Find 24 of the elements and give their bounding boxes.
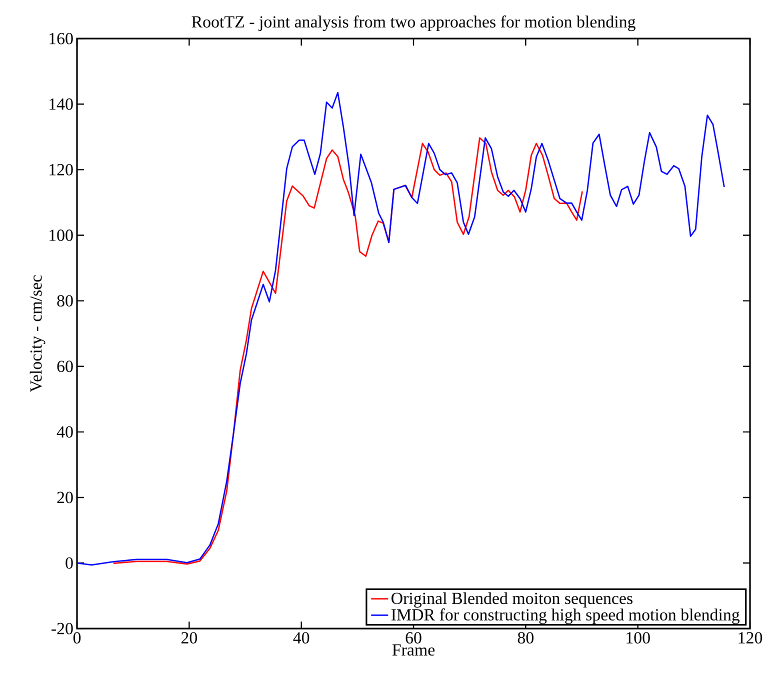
y-tick-label: 120 (50, 164, 73, 176)
y-tick-label: -20 (52, 622, 73, 634)
x-tick-label: 60 (406, 632, 422, 644)
x-tick-label: 80 (518, 632, 534, 644)
chart-title: RootTZ - joint analysis from two approaches for motion blending (192, 16, 636, 32)
y-tick-label: 0 (66, 557, 73, 569)
x-tick-label: 0 (73, 632, 81, 644)
line-series (77, 92, 725, 566)
y-tick-label: 80 (57, 295, 73, 307)
y-tick-label: 100 (50, 230, 73, 241)
x-tick-label: 40 (293, 632, 310, 644)
y-axis-title: Velocity - cm/sec (30, 275, 46, 392)
y-tick-label: 160 (50, 32, 73, 44)
x-tick-label: 120 (738, 632, 762, 644)
y-tick-label: 140 (50, 98, 73, 110)
y-tick-label: 40 (56, 426, 73, 438)
line-series (112, 137, 584, 565)
x-tick-label: 100 (626, 632, 650, 644)
y-tick-label: 20 (57, 492, 73, 504)
x-tick-label: 20 (181, 632, 198, 644)
legend-label: IMDR for constructing high speed motion blending (391, 608, 740, 624)
legend-label: Original Blended moiton sequences (392, 592, 632, 608)
x-axis-title: Frame (392, 644, 435, 656)
y-tick-label: 60 (57, 360, 73, 372)
